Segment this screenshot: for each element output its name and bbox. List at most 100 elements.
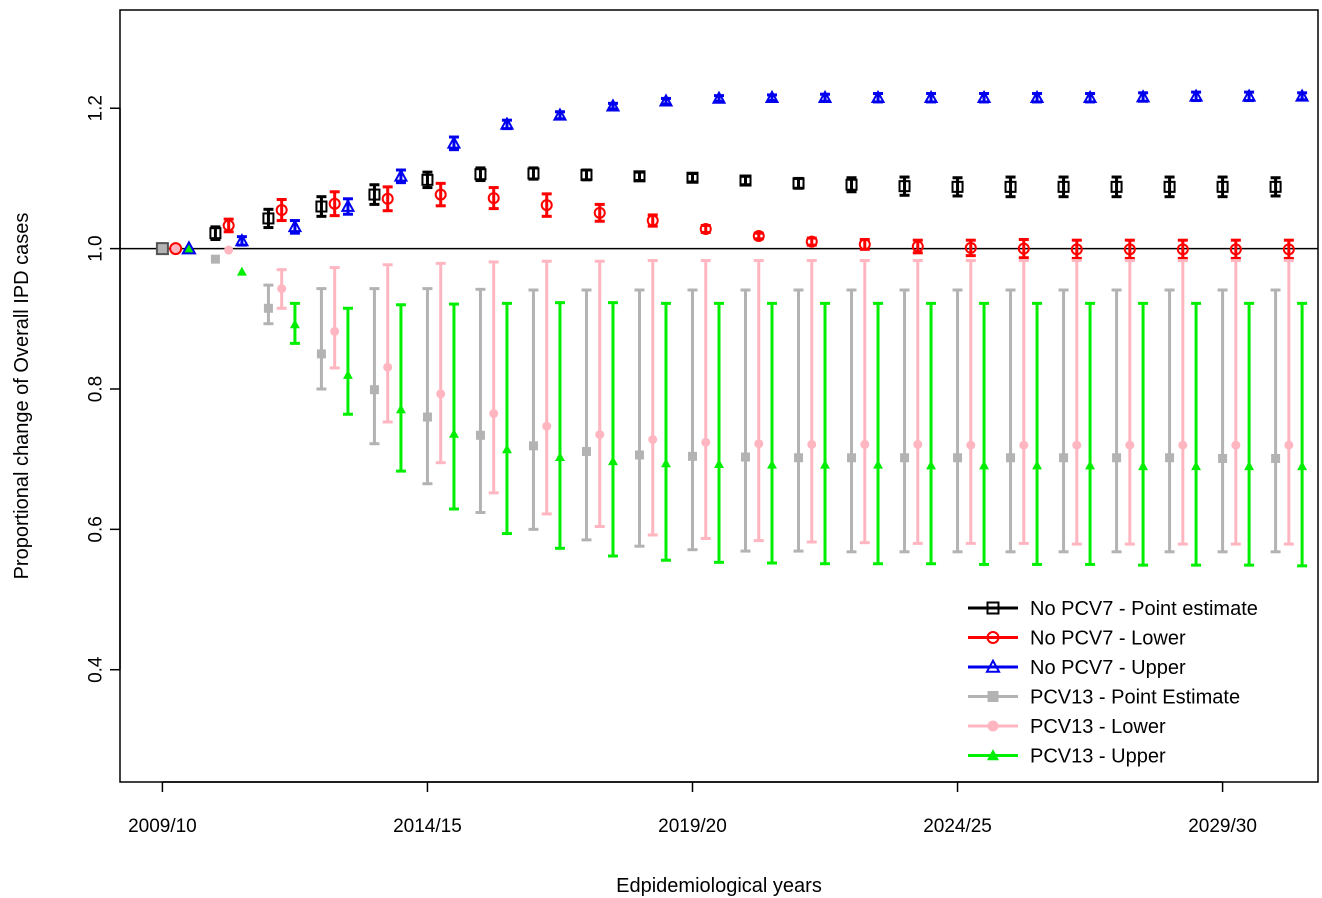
data-point [1216, 180, 1229, 193]
data-point [1244, 461, 1255, 471]
data-point [434, 188, 447, 201]
series-2 [234, 88, 1310, 247]
data-point [1271, 453, 1281, 463]
data-point [767, 459, 777, 469]
data-point [847, 453, 857, 463]
data-point [316, 349, 326, 359]
data-point [1017, 242, 1030, 255]
data-point [234, 233, 250, 247]
data-point [701, 437, 711, 447]
legend-label: PCV13 - Lower [1030, 716, 1166, 738]
data-point [661, 458, 671, 468]
data-point [900, 453, 910, 463]
data-point [330, 326, 340, 336]
legend-swatch-marker [986, 749, 1000, 761]
data-point [805, 235, 818, 248]
data-point [1070, 243, 1083, 256]
legend-entry: PCV13 - Lower [968, 716, 1166, 738]
data-point [711, 90, 727, 104]
data-point [395, 404, 406, 414]
data-point [528, 441, 538, 451]
legend-swatch-marker [985, 658, 1001, 673]
legend-entry: PCV13 - Upper [968, 746, 1166, 768]
legend-swatch-marker [987, 691, 999, 702]
legend-entry: No PCV7 - Lower [968, 628, 1186, 650]
data-point [340, 198, 356, 212]
legend-label: PCV13 - Point Estimate [1030, 687, 1240, 709]
data-point [1178, 440, 1188, 450]
y-tick-label: 0.4 [86, 656, 107, 683]
y-axis: 0.4 0.6 0.8 1.0 1.2 [86, 95, 121, 683]
data-point [595, 430, 605, 440]
data-point [739, 174, 752, 187]
data-point [475, 430, 485, 440]
series-4 [224, 245, 1294, 546]
data-point [555, 451, 565, 461]
x-tick-label: 2029/30 [1188, 816, 1257, 837]
data-point [605, 98, 621, 112]
data-point [807, 439, 817, 449]
data-point [581, 446, 591, 456]
x-tick-label: 2024/25 [923, 816, 992, 837]
legend-label: PCV13 - Upper [1030, 746, 1166, 768]
data-point [527, 167, 540, 180]
data-point [263, 303, 273, 313]
data-point [1004, 180, 1017, 193]
data-point [328, 197, 341, 210]
data-point [342, 369, 353, 379]
data-point [369, 385, 379, 395]
data-point [634, 450, 644, 460]
series-0 [209, 166, 1282, 241]
data-point [1032, 460, 1043, 470]
data-point [1218, 453, 1228, 463]
data-point [449, 428, 459, 438]
data-point [714, 458, 724, 468]
data-point [873, 459, 883, 469]
data-point [926, 460, 936, 470]
data-point [953, 453, 963, 463]
data-point [898, 180, 911, 193]
data-point [383, 362, 393, 372]
data-point [686, 171, 699, 184]
data-point [911, 240, 924, 253]
data-point [792, 177, 805, 190]
data-point [446, 135, 462, 149]
data-point [820, 459, 830, 469]
x-tick-label: 2009/10 [128, 816, 197, 837]
data-point [1057, 180, 1070, 193]
baseline-point [169, 242, 183, 256]
data-point [633, 170, 646, 183]
y-tick-label: 1.0 [86, 235, 107, 261]
data-point [860, 439, 870, 449]
y-tick-label: 0.6 [86, 516, 107, 542]
data-point [979, 460, 989, 470]
data-point [648, 435, 658, 445]
data-point [209, 227, 222, 240]
data-point [552, 107, 568, 121]
data-point [421, 173, 434, 186]
data-point [275, 204, 288, 217]
data-point [381, 192, 394, 205]
series-3 [210, 254, 1281, 554]
data-point [1188, 88, 1204, 102]
data-point [1135, 89, 1151, 103]
data-point [646, 214, 659, 227]
data-point [923, 89, 939, 104]
data-point [964, 241, 977, 254]
data-point [1110, 180, 1123, 193]
legend-swatch-marker [987, 720, 999, 732]
baseline-point [155, 242, 169, 256]
y-tick-label: 1.2 [86, 95, 107, 121]
data-point [1085, 460, 1096, 470]
data-point [474, 168, 487, 181]
y-axis-title: Proportional change of Overall IPD cases [11, 213, 33, 580]
y-tick-label: 0.8 [86, 376, 107, 402]
data-point [289, 319, 300, 329]
x-axis-title: Edpidemiological years [616, 875, 822, 897]
data-point [436, 389, 446, 399]
data-point [1138, 461, 1149, 471]
data-point [1231, 440, 1241, 450]
data-point [966, 440, 976, 450]
data-point [752, 229, 765, 242]
